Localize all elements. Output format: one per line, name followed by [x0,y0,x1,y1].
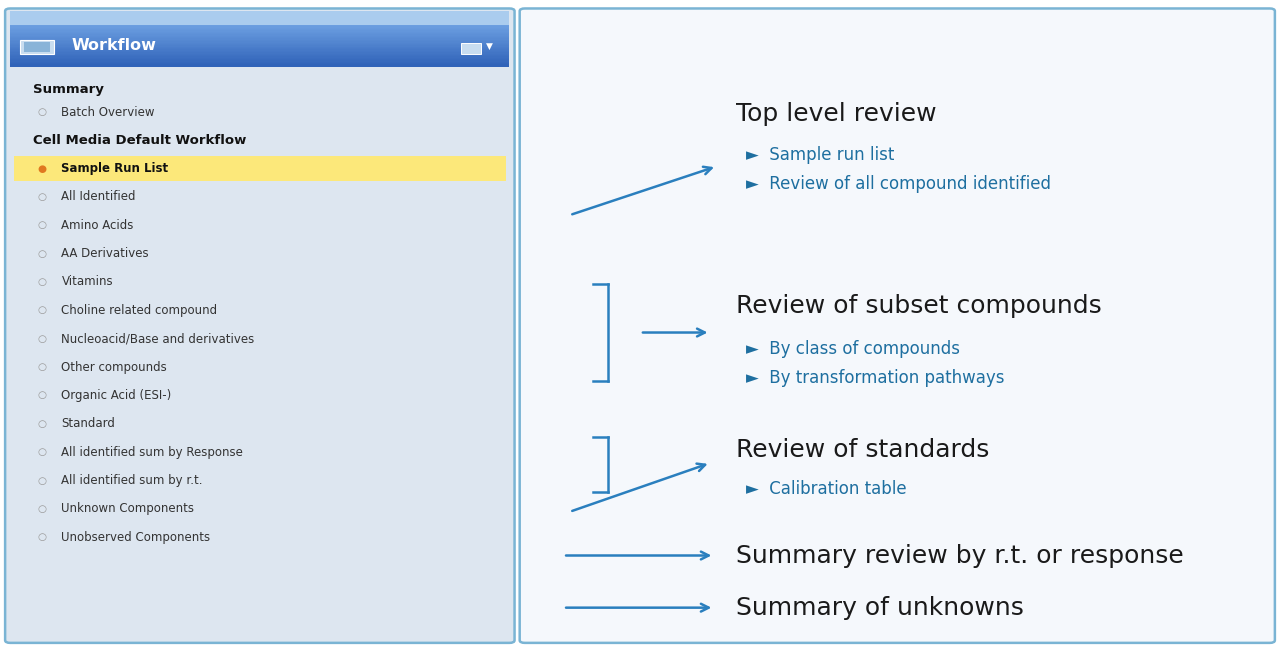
Text: Sample Run List: Sample Run List [61,162,169,175]
Text: Unobserved Components: Unobserved Components [61,531,211,544]
Text: ○: ○ [37,220,46,230]
Text: All identified sum by r.t.: All identified sum by r.t. [61,474,204,487]
Bar [10,26,509,28]
Text: ○: ○ [37,391,46,400]
Bar [10,38,509,40]
Text: ○: ○ [37,475,46,486]
Bar [10,30,509,32]
Text: Summary review by r.t. or response: Summary review by r.t. or response [736,544,1184,567]
Text: ○: ○ [37,107,46,117]
Bar [10,55,509,57]
FancyBboxPatch shape [520,8,1275,643]
Text: ○: ○ [37,277,46,287]
Text: ▼: ▼ [486,42,493,51]
Bar [10,63,509,65]
Text: ○: ○ [37,192,46,202]
Bar [10,47,509,49]
Bar [10,62,509,64]
Text: Batch Overview: Batch Overview [61,106,155,119]
Bar [10,65,509,67]
Text: Choline related compound: Choline related compound [61,304,218,317]
Bar [10,59,509,61]
Text: Cell Media Default Workflow: Cell Media Default Workflow [33,134,247,147]
Text: Amino Acids: Amino Acids [61,219,134,231]
Text: ○: ○ [37,504,46,514]
Text: All identified sum by Response: All identified sum by Response [61,446,243,458]
Text: AA Derivatives: AA Derivatives [61,247,148,260]
Text: Standard: Standard [61,417,115,430]
Text: Nucleoacid/Base and derivatives: Nucleoacid/Base and derivatives [61,333,255,345]
Bar [24,42,50,52]
Text: ►  By transformation pathways: ► By transformation pathways [746,369,1005,387]
Text: Unknown Components: Unknown Components [61,503,195,515]
Text: ►  By class of compounds: ► By class of compounds [746,340,960,358]
FancyBboxPatch shape [5,8,515,643]
Text: Top level review: Top level review [736,102,937,126]
Text: Other compounds: Other compounds [61,361,168,374]
Text: Summary of unknowns: Summary of unknowns [736,596,1024,619]
Bar [10,42,509,44]
Text: ○: ○ [37,419,46,429]
Text: Review of standards: Review of standards [736,438,989,462]
Bar [10,29,509,31]
Bar [10,44,509,46]
Text: ►  Calibration table: ► Calibration table [746,480,906,498]
Bar [10,61,509,63]
Text: ○: ○ [37,447,46,457]
Bar [10,48,509,50]
Bar [10,35,509,37]
Bar [10,45,509,48]
Text: Organic Acid (ESI-): Organic Acid (ESI-) [61,389,172,402]
Bar [10,37,509,39]
Bar [10,36,509,38]
Text: ○: ○ [37,334,46,344]
Bar [10,33,509,35]
Bar [10,11,509,25]
Text: Vitamins: Vitamins [61,276,113,288]
Text: ►  Review of all compound identified: ► Review of all compound identified [746,175,1051,193]
Bar [10,40,509,42]
Bar [461,43,481,53]
Bar [10,57,509,59]
Text: ●: ● [37,164,46,173]
Bar [20,40,54,55]
Text: ►  Sample run list: ► Sample run list [746,146,895,164]
Bar [10,25,509,27]
Text: ○: ○ [37,305,46,316]
Bar [10,50,509,52]
Text: ○: ○ [37,532,46,542]
Text: ○: ○ [37,362,46,372]
Bar [10,56,509,58]
Bar [10,52,509,54]
Bar [10,41,509,43]
Text: ○: ○ [37,248,46,259]
Bar [10,53,509,55]
Bar [10,51,509,53]
Text: All Identified: All Identified [61,190,136,203]
Bar [14,156,506,181]
Bar [10,31,509,34]
Text: Review of subset compounds: Review of subset compounds [736,295,1102,318]
Text: Workflow: Workflow [72,38,156,53]
Bar [10,27,509,29]
Text: Summary: Summary [33,83,104,96]
